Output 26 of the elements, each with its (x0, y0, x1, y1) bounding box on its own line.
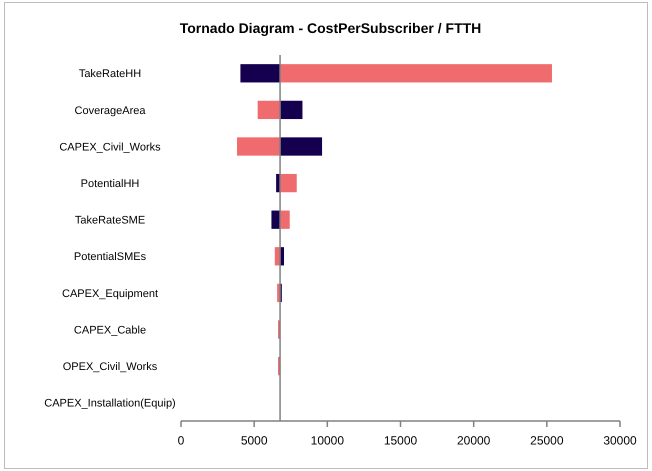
bar (240, 64, 280, 82)
x-tick-label: 25000 (530, 433, 564, 448)
x-tick-label: 10000 (310, 433, 344, 448)
bar (271, 210, 280, 229)
y-tick-label: PotentialHH (80, 178, 140, 190)
y-tick-label: CoverageArea (74, 104, 146, 117)
x-tick-label: 30000 (603, 433, 638, 448)
chart-title: Tornado Diagram - CostPerSubscriber / FTTH (180, 20, 482, 36)
y-tick-label: CAPEX_Equipment (62, 288, 158, 300)
x-tick-label: 5000 (240, 433, 268, 448)
y-tick-label: CAPEX_Installation(Equip) (44, 398, 176, 410)
y-tick-label: PotentialSMEs (74, 251, 147, 264)
y-tick-label: OPEX_Civil_Works (62, 360, 158, 373)
x-tick-label: 20000 (456, 433, 491, 448)
bar (258, 100, 280, 120)
y-tick-label: TakeRateHH (78, 68, 142, 80)
x-tick-label: 0 (178, 433, 185, 448)
y-tick-label: TakeRateSME (74, 214, 146, 227)
bar (280, 137, 322, 156)
bar (237, 137, 280, 156)
bar (280, 100, 302, 120)
y-tick-label: CAPEX_Civil_Works (59, 141, 162, 154)
bar (280, 64, 552, 82)
bar (280, 174, 297, 192)
y-tick-label: CAPEX_Cable (74, 324, 146, 336)
x-tick-label: 15000 (384, 433, 418, 448)
